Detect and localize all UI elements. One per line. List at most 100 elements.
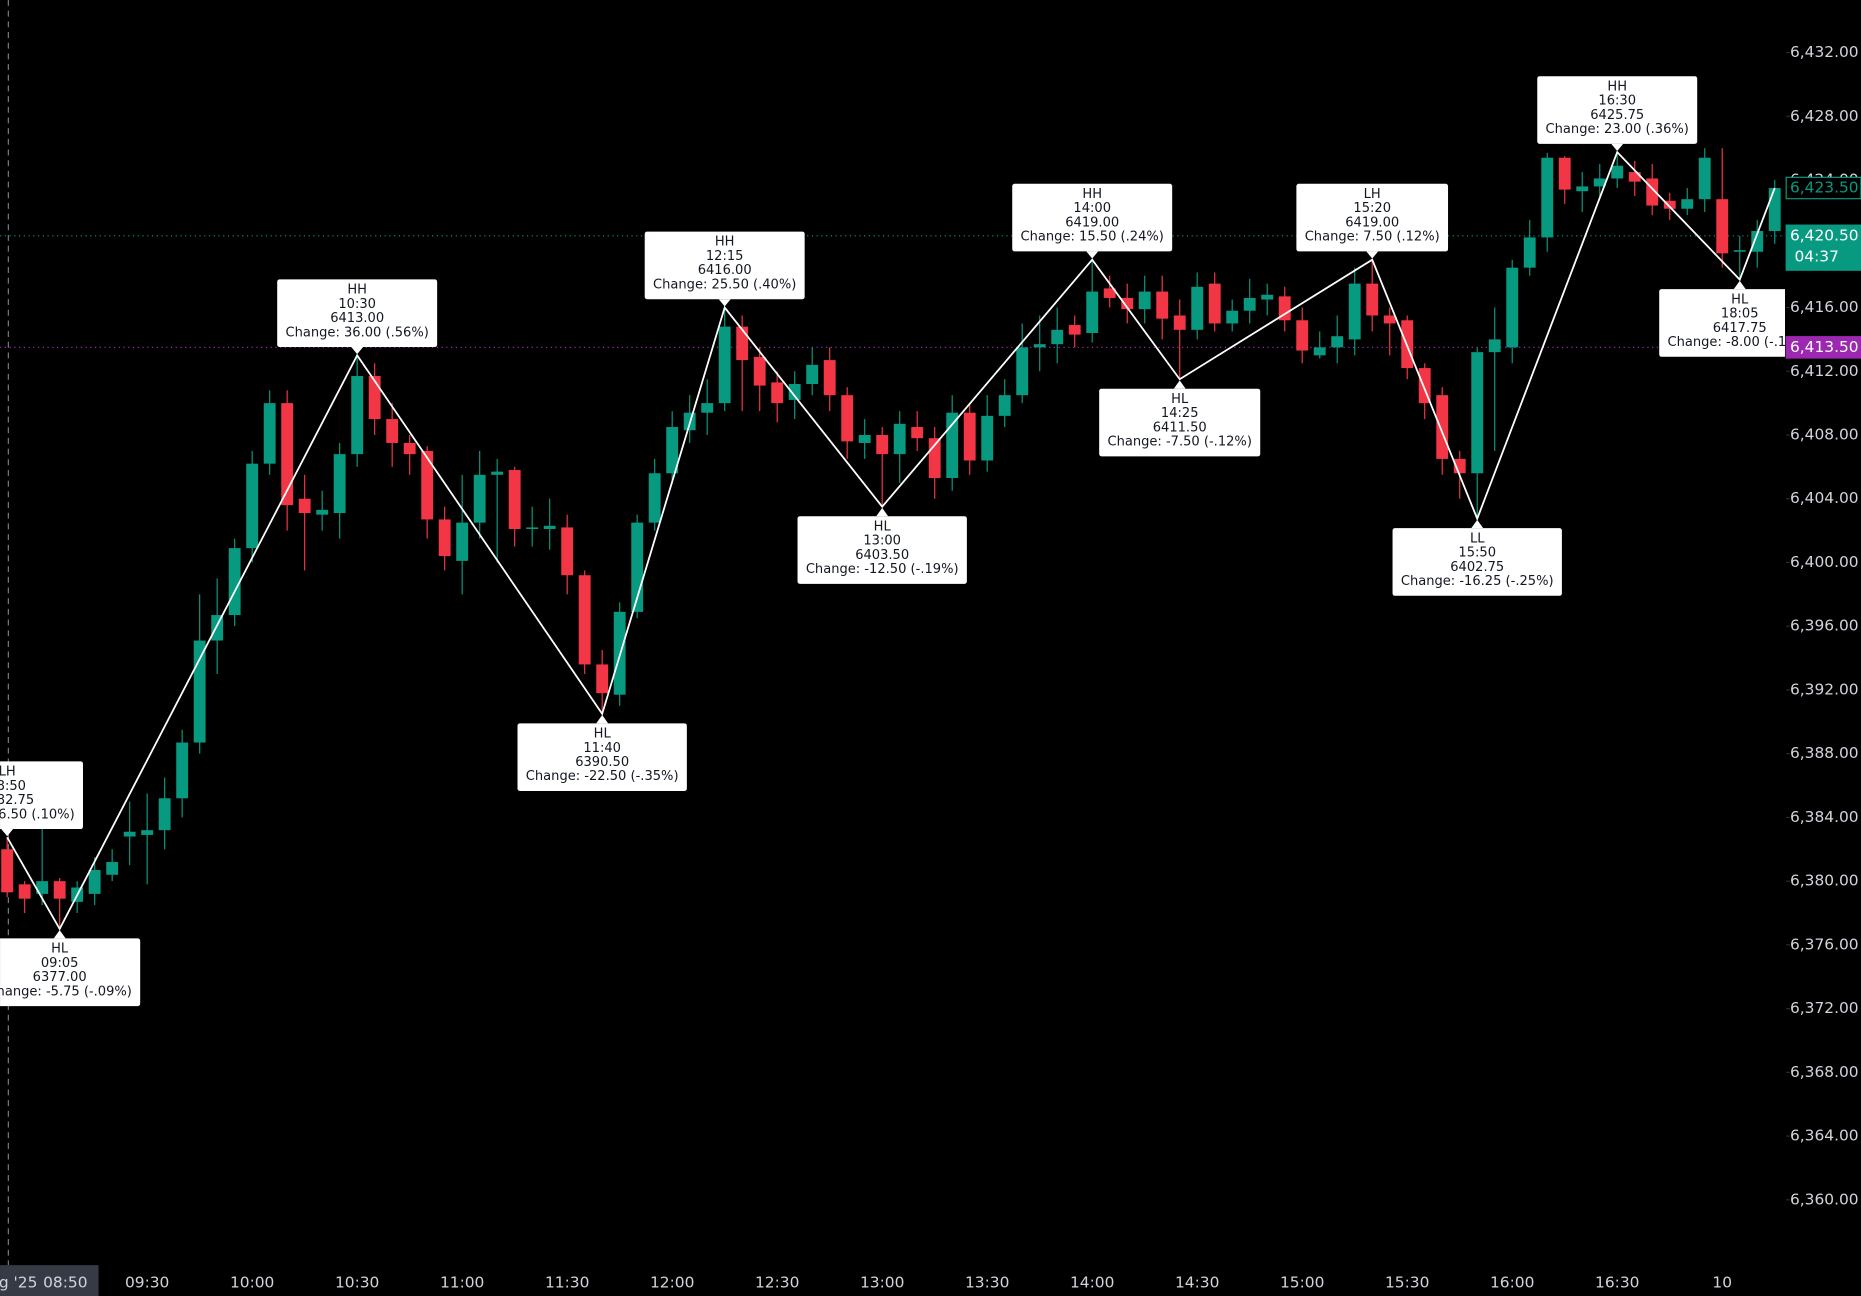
pivot-box xyxy=(1537,76,1698,144)
candle-body xyxy=(841,395,854,442)
pivot-text: 6419.00 xyxy=(1345,215,1399,230)
y-tick-label: 6,428.00 xyxy=(1790,107,1859,125)
x-tick-label: 16:30 xyxy=(1595,1273,1639,1291)
pivot-text: Change: -5.75 (-.09%) xyxy=(0,984,132,999)
pivot-pointer xyxy=(1086,251,1099,259)
pivot-text: 14:00 xyxy=(1073,201,1111,216)
pivot-text: 6390.50 xyxy=(575,755,629,770)
candle-body xyxy=(1016,347,1029,396)
candle-body xyxy=(141,830,154,835)
zigzag-line xyxy=(6,150,1776,931)
candle-body xyxy=(928,438,941,479)
crosshair-date: g '25 xyxy=(0,1273,37,1291)
candle-body xyxy=(193,640,206,743)
pivot-text: 18:05 xyxy=(1721,307,1759,322)
pivot-text: Change: 7.50 (.12%) xyxy=(1305,230,1440,245)
pivot-text: LL xyxy=(1470,531,1485,546)
candle-body xyxy=(1103,288,1116,298)
pivot-box xyxy=(277,279,438,348)
pivot-box xyxy=(517,723,687,791)
y-tick-label: 6,392.00 xyxy=(1790,680,1859,698)
candle-body xyxy=(1646,178,1659,206)
candle-body xyxy=(858,434,871,443)
y-tick-label: 6,368.00 xyxy=(1790,1063,1859,1081)
candle-body xyxy=(1751,231,1764,252)
candle-body xyxy=(561,527,574,576)
x-tick-label: 12:30 xyxy=(755,1273,799,1291)
y-tick-label: 6,408.00 xyxy=(1790,425,1859,443)
candle-body xyxy=(1488,339,1501,353)
candle-body xyxy=(1208,283,1221,324)
candle-body xyxy=(351,376,364,455)
pivot-text: 6417.75 xyxy=(1713,321,1767,336)
pivot-pointer xyxy=(1611,143,1624,151)
x-tick-label: 13:30 xyxy=(965,1273,1009,1291)
candle-body xyxy=(823,360,836,396)
pivot-box xyxy=(644,231,805,300)
candle-body xyxy=(18,884,31,899)
candle-body xyxy=(1366,283,1379,316)
candle-body xyxy=(1436,395,1449,459)
pivot-text: 09:05 xyxy=(41,956,79,971)
price-label: 6,413.50 xyxy=(1790,338,1859,356)
x-tick-label: 14:30 xyxy=(1175,1273,1219,1291)
pivot-text: HL xyxy=(594,727,612,742)
x-tick-label: 10:30 xyxy=(335,1273,379,1291)
candle-body xyxy=(1033,344,1046,348)
y-tick-label: 6,384.00 xyxy=(1790,808,1859,826)
candle-body xyxy=(1,849,14,893)
pivot-text: 6382.75 xyxy=(0,793,34,808)
pivot-text: 11:40 xyxy=(583,741,621,756)
candle-body xyxy=(578,575,591,665)
pivot-text: LH xyxy=(1364,187,1381,202)
pivot-text: Change: 15.50 (.24%) xyxy=(1021,230,1164,245)
candle-body xyxy=(263,403,276,464)
candle-body xyxy=(491,471,504,475)
pivot-pointer xyxy=(1173,380,1186,389)
candle-body xyxy=(1541,157,1554,238)
candle-body xyxy=(421,450,434,520)
candle-body xyxy=(1331,336,1344,348)
x-tick-label: 14:00 xyxy=(1070,1273,1114,1291)
candle-body xyxy=(596,664,609,694)
candle-body xyxy=(701,403,714,413)
candle-body xyxy=(911,427,924,439)
candle-body xyxy=(298,498,311,514)
pivot-pointer xyxy=(53,930,66,939)
candle-body xyxy=(1558,157,1571,190)
candle-body xyxy=(1261,294,1274,300)
y-tick-label: 6,376.00 xyxy=(1790,935,1859,953)
candle-body xyxy=(246,463,259,549)
pivot-text: HH xyxy=(1082,187,1102,202)
candle-body xyxy=(106,862,119,875)
pivot-text: Change: -7.50 (-.12%) xyxy=(1107,435,1251,450)
pivot-text: Change: -16.25 (-.25%) xyxy=(1401,574,1554,589)
price-label: 6,423.50 xyxy=(1790,179,1859,197)
candle-body xyxy=(666,427,679,474)
candle-body xyxy=(1068,325,1081,335)
candle-body xyxy=(53,881,66,899)
y-tick-label: 6,400.00 xyxy=(1790,553,1859,571)
pivot-pointer xyxy=(596,715,609,724)
pivot-text: HH xyxy=(347,283,367,298)
candle-body xyxy=(631,522,644,612)
candle-body xyxy=(403,442,416,455)
pivot-text: 12:15 xyxy=(706,249,744,264)
candle-body xyxy=(211,615,224,641)
pivot-text: HL xyxy=(874,519,892,534)
candle-body xyxy=(648,473,661,523)
pivot-text: Change: 25.50 (.40%) xyxy=(653,277,796,292)
pivot-text: Change: -22.50 (-.35%) xyxy=(526,769,679,784)
candle-body xyxy=(228,548,241,616)
